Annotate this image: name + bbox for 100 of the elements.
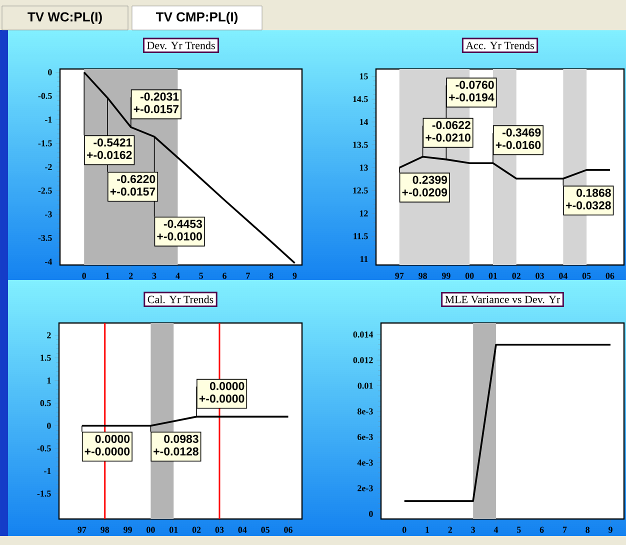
x-tick-label: 5 xyxy=(199,272,204,279)
annotation: +-0.0157 xyxy=(110,187,156,196)
x-tick-label: 6 xyxy=(222,272,227,279)
x-tick-label: 03 xyxy=(536,272,544,279)
y-tick-label: 11.5 xyxy=(354,233,368,240)
y-tick-label: 0.014 xyxy=(353,331,374,338)
annotation: +-0.0210 xyxy=(426,134,470,142)
x-tick-label: 01 xyxy=(169,526,178,533)
y-tick-label: 12 xyxy=(360,210,368,216)
x-tick-label: 7 xyxy=(562,526,567,533)
annotation: +-0.0100 xyxy=(157,232,202,240)
annotation: 0.1868 xyxy=(576,188,611,197)
x-tick-label: 8 xyxy=(586,526,590,533)
text: TV WC:PL(I) xyxy=(28,12,102,24)
annotation: -0.3469 xyxy=(502,128,541,137)
y-tick-label: 4e-3 xyxy=(357,460,373,466)
annotation: +-0.0000 xyxy=(84,447,130,456)
y-tick-label: 0.01 xyxy=(358,382,373,389)
y-tick-label: 0 xyxy=(369,510,373,517)
y-tick-label: -2.5 xyxy=(38,188,52,194)
annotation: +-0.0000 xyxy=(199,394,244,403)
x-tick-label: 4 xyxy=(494,526,498,533)
x-tick-label: 02 xyxy=(192,526,201,533)
x-tick-label: 1 xyxy=(426,526,430,533)
x-tick-label: 06 xyxy=(284,526,292,533)
y-tick-label: 13.5 xyxy=(353,142,368,148)
y-tick-label: -3 xyxy=(45,211,52,218)
y-tick-label: -4 xyxy=(45,258,52,265)
annotation: -0.0622 xyxy=(432,121,470,130)
annotation: +-0.0194 xyxy=(449,93,494,102)
y-tick-label: 0.012 xyxy=(353,357,373,364)
annotation: 0.0000 xyxy=(95,434,130,443)
chart-title: MLE Variance vs Dev. Yr xyxy=(445,296,560,304)
x-tick-label: 3 xyxy=(152,272,156,279)
x-tick-label: 01 xyxy=(488,272,498,279)
annotation: -0.0760 xyxy=(456,80,494,89)
annotation: 0.0000 xyxy=(210,382,244,390)
x-tick-label: 7 xyxy=(246,272,250,279)
x-tick-label: 05 xyxy=(261,526,270,533)
y-tick-label: -0.5 xyxy=(37,445,51,452)
x-tick-label: 02 xyxy=(512,272,520,279)
x-tick-label: 04 xyxy=(238,526,247,533)
annotation: -0.5421 xyxy=(94,138,132,147)
x-tick-label: 97 xyxy=(78,526,86,533)
x-tick-label: 06 xyxy=(606,272,614,279)
x-tick-label: 9 xyxy=(292,272,297,279)
x-tick-label: 98 xyxy=(100,526,110,533)
y-tick-label: 12.5 xyxy=(353,187,368,194)
y-tick-label: -0.5 xyxy=(38,92,52,100)
y-tick-label: 14.5 xyxy=(353,96,368,102)
x-tick-label: 0 xyxy=(402,526,406,533)
y-tick-label: -3.5 xyxy=(38,234,52,242)
y-tick-label: 2e-3 xyxy=(358,485,373,492)
x-tick-label: 98 xyxy=(418,272,427,279)
y-tick-label: 1 xyxy=(47,378,51,384)
y-tick-label: 2 xyxy=(47,332,51,338)
y-tick-label: -1.5 xyxy=(37,490,51,497)
annotation: -0.6220 xyxy=(117,174,156,184)
x-tick-label: 2 xyxy=(129,272,133,279)
y-tick-label: 0.5 xyxy=(40,400,51,406)
y-tick-label: 0 xyxy=(48,69,52,76)
annotation: +-0.0157 xyxy=(134,105,179,114)
x-tick-label: 04 xyxy=(559,272,568,279)
annotation: +-0.0209 xyxy=(402,188,448,196)
x-tick-label: 00 xyxy=(465,272,474,279)
x-tick-label: 97 xyxy=(395,272,404,279)
annotation: 0.2399 xyxy=(412,176,448,184)
y-tick-label: 15 xyxy=(360,73,368,80)
annotation: +-0.0162 xyxy=(87,150,132,160)
y-tick-label: -1.5 xyxy=(38,140,52,146)
y-tick-label: 0 xyxy=(47,422,51,429)
annotation: +-0.0160 xyxy=(496,140,541,150)
x-tick-label: 6 xyxy=(540,526,544,533)
x-tick-label: 03 xyxy=(215,526,224,533)
chart-title: Dev. Yr Trends xyxy=(147,41,215,50)
y-tick-label: -1 xyxy=(45,116,52,123)
x-tick-label: 9 xyxy=(608,526,612,533)
y-tick-label: -2 xyxy=(45,164,52,170)
annotation: -0.2031 xyxy=(140,92,179,101)
chart-title: Cal. Yr Trends xyxy=(148,295,214,304)
y-tick-label: 8e-3 xyxy=(358,408,373,414)
y-tick-label: 11 xyxy=(360,256,368,262)
annotation: -0.4453 xyxy=(164,220,202,228)
annotation: 0.0983 xyxy=(164,434,198,444)
x-tick-label: 1 xyxy=(106,272,110,279)
annotation: +-0.0128 xyxy=(154,447,198,456)
x-tick-label: 5 xyxy=(516,526,521,533)
chart-title: Acc. Yr Trends xyxy=(466,41,534,50)
y-tick-label: 13 xyxy=(360,164,368,171)
y-tick-label: 14 xyxy=(360,119,368,125)
x-tick-label: 05 xyxy=(582,272,591,279)
y-tick-label: 6e-3 xyxy=(358,434,373,440)
x-tick-label: 8 xyxy=(269,272,274,279)
text: TV CMP:PL(I) xyxy=(156,12,238,24)
x-tick-label: 99 xyxy=(442,272,450,279)
x-tick-label: 4 xyxy=(176,272,180,279)
x-tick-label: 99 xyxy=(124,526,132,533)
x-tick-label: 3 xyxy=(471,526,476,533)
annotation: +-0.0328 xyxy=(566,201,611,210)
y-tick-label: 1.5 xyxy=(40,354,51,361)
